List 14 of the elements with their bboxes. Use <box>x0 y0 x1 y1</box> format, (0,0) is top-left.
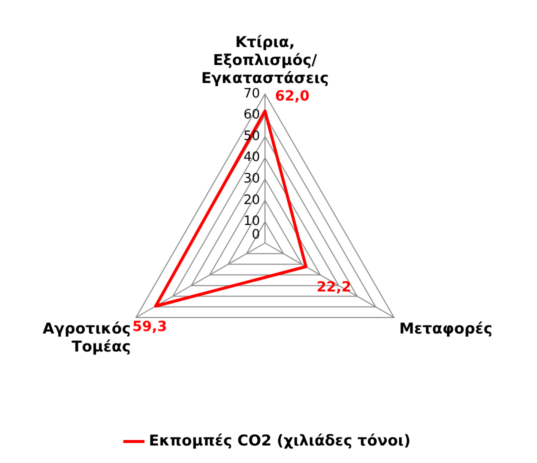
data-label: 59,3 <box>132 318 167 335</box>
spoke-label: Αγροτικός Τομέας <box>42 319 131 356</box>
y-tick-label: 60 <box>243 108 260 123</box>
spoke-label: Μεταφορές <box>399 319 492 338</box>
legend-label: Εκπομπές CO2 (χιλιάδες τόνοι) <box>148 431 411 450</box>
y-tick-label: 0 <box>252 227 260 242</box>
y-tick-label: 10 <box>243 214 260 230</box>
data-label: 62,0 <box>275 88 310 105</box>
y-tick-label: 40 <box>243 150 260 166</box>
spoke-label: Κτίρια, Εξοπλισμός/Εγκαταστάσεις <box>201 32 329 87</box>
y-tick-label: 30 <box>243 172 260 187</box>
y-tick-label: 70 <box>243 86 260 102</box>
y-tick-label: 20 <box>243 192 260 208</box>
data-label: 22,2 <box>316 279 352 296</box>
